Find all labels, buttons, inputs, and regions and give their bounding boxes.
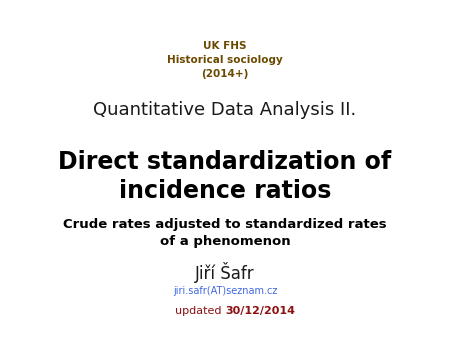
- Text: UK FHS
Historical sociology
(2014+): UK FHS Historical sociology (2014+): [167, 41, 283, 78]
- Text: 30/12/2014: 30/12/2014: [225, 306, 295, 316]
- Text: Jiří Šafr: Jiří Šafr: [195, 262, 255, 283]
- Text: updated: updated: [175, 306, 225, 316]
- Text: Quantitative Data Analysis II.: Quantitative Data Analysis II.: [94, 101, 356, 119]
- Text: Crude rates adjusted to standardized rates
of a phenomenon: Crude rates adjusted to standardized rat…: [63, 218, 387, 248]
- Text: Direct standardization of
incidence ratios: Direct standardization of incidence rati…: [58, 150, 392, 203]
- Text: jiri.safr(AT)seznam.cz: jiri.safr(AT)seznam.cz: [173, 286, 277, 296]
